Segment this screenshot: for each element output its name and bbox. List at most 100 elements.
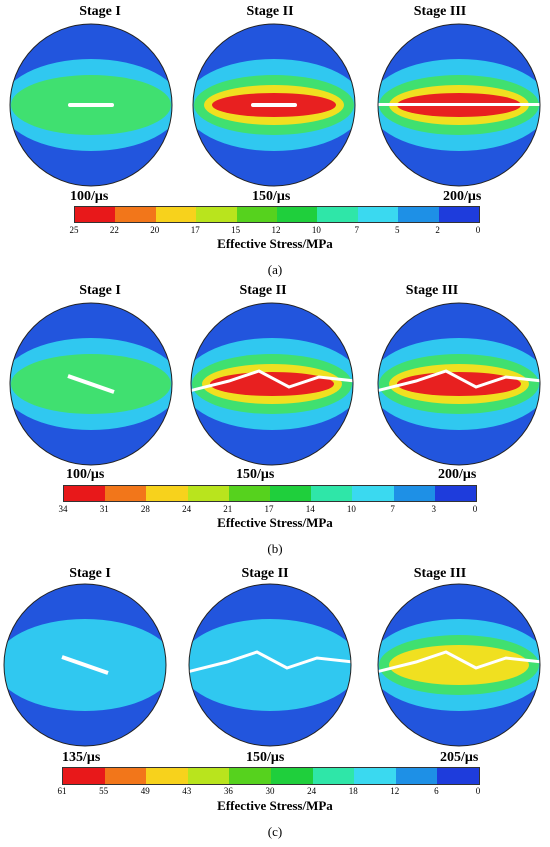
colorbar-tick: 36 (223, 786, 233, 796)
colorbar-segment (354, 768, 396, 784)
contour-disk-a2 (192, 23, 356, 187)
colorbar-segment (270, 486, 312, 501)
colorbar-tick: 28 (140, 504, 150, 514)
colorbar-segment (317, 207, 358, 222)
stage-title: Stage III (405, 283, 459, 298)
colorbar-segment (311, 486, 353, 501)
colorbar-segment (352, 486, 394, 501)
contour-disk-a3 (377, 23, 541, 187)
time-label: 200/μs (438, 467, 477, 482)
stage-title: Stage III (413, 4, 467, 19)
colorbar-segment (104, 768, 147, 784)
panel-a: Stage I Stage II Stage III 100/μs 150/μs… (0, 0, 550, 285)
colorbar-tick: 7 (354, 225, 360, 235)
time-label: 100/μs (70, 189, 109, 204)
stage-title: Stage I (69, 566, 111, 581)
colorbar-title: Effective Stress/MPa (217, 798, 333, 813)
colorbar-tick: 30 (265, 786, 275, 796)
colorbar-tick: 61 (57, 786, 67, 796)
colorbar-tick: 55 (99, 786, 109, 796)
stage-title: Stage II (241, 566, 289, 581)
colorbar-segment (395, 768, 438, 784)
colorbar-tick: 34 (58, 504, 68, 514)
colorbar-tick: 22 (109, 225, 119, 235)
panel-label: (c) (267, 824, 283, 839)
time-label: 150/μs (236, 467, 275, 482)
colorbar-tick: 14 (305, 504, 315, 514)
colorbar-segment (155, 207, 197, 222)
colorbar-tick: 10 (346, 504, 356, 514)
stage-title: Stage III (413, 566, 467, 581)
colorbar-segment (146, 768, 188, 784)
colorbar-segment (270, 768, 313, 784)
colorbar-segment (115, 207, 156, 222)
colorbar-tick: 0 (472, 504, 478, 514)
stage-title: Stage II (239, 283, 287, 298)
colorbar-tick: 10 (311, 225, 321, 235)
stage-title: Stage I (79, 283, 121, 298)
colorbar-segment (64, 486, 106, 501)
colorbar-segment (393, 486, 435, 501)
time-label: 150/μs (246, 750, 285, 765)
colorbar-segment (277, 207, 318, 222)
colorbar-tick: 12 (271, 225, 281, 235)
colorbar-segment (187, 768, 230, 784)
colorbar-ticks: 61 55 49 43 36 30 24 18 12 6 0 (58, 786, 481, 798)
colorbar-tick: 31 (99, 504, 109, 514)
colorbar-title: Effective Stress/MPa (217, 236, 333, 251)
colorbar-segment (236, 207, 278, 222)
time-label: 100/μs (66, 467, 105, 482)
contour-disk-b2 (190, 302, 354, 466)
colorbar-segment (187, 486, 229, 501)
time-label: 200/μs (443, 189, 482, 204)
colorbar-title: Effective Stress/MPa (217, 515, 333, 530)
time-label: 135/μs (62, 750, 101, 765)
panel-label: (a) (267, 262, 283, 277)
stage-title: Stage II (246, 4, 294, 19)
colorbar-segment (75, 207, 116, 222)
colorbar-tick: 43 (182, 786, 192, 796)
panel-c: Stage I Stage II Stage III 135/μs 150/μs… (0, 566, 550, 847)
colorbar-segment (229, 768, 271, 784)
contour-disk-a1 (9, 23, 173, 187)
colorbar-segment (312, 768, 355, 784)
colorbar-ticks: 34 31 28 24 21 17 14 10 7 3 0 (59, 504, 478, 516)
colorbar-segment (437, 768, 479, 784)
time-label: 150/μs (252, 189, 291, 204)
contour-disk-c3 (377, 583, 541, 747)
contour-disk-b3 (377, 302, 541, 466)
contour-disk-c1 (3, 583, 167, 747)
colorbar-tick: 6 (434, 786, 439, 796)
colorbar-tick: 2 (435, 225, 440, 235)
colorbar-tick: 25 (69, 225, 79, 235)
colorbar-ticks: 25 22 20 17 15 12 10 7 5 2 0 (70, 225, 481, 237)
colorbar-tick: 18 (348, 786, 358, 796)
colorbar-tick: 17 (264, 504, 274, 514)
colorbar (63, 485, 477, 502)
colorbar-tick: 21 (223, 504, 233, 514)
colorbar-tick: 17 (190, 225, 200, 235)
colorbar-segment (105, 486, 147, 501)
colorbar-tick: 7 (390, 504, 395, 514)
colorbar-tick: 24 (307, 786, 317, 796)
colorbar-segment (63, 768, 105, 784)
colorbar-tick: 0 (475, 786, 481, 796)
colorbar-tick: 15 (231, 225, 241, 235)
colorbar-tick: 20 (150, 225, 160, 235)
colorbar (62, 767, 480, 785)
colorbar-tick: 12 (390, 786, 400, 796)
colorbar-tick: 24 (182, 504, 192, 514)
colorbar-tick: 0 (475, 225, 481, 235)
contour-disk-c2 (188, 583, 352, 747)
colorbar-tick: 49 (140, 786, 150, 796)
colorbar-tick: 3 (431, 504, 437, 514)
colorbar-segment (146, 486, 188, 501)
panel-label: (b) (267, 541, 283, 556)
colorbar-segment (228, 486, 271, 501)
colorbar-segment (196, 207, 237, 222)
colorbar-segment (434, 486, 477, 501)
colorbar-segment (357, 207, 399, 222)
time-label: 205/μs (440, 750, 479, 765)
stage-title: Stage I (79, 4, 121, 19)
colorbar-tick: 5 (394, 225, 400, 235)
